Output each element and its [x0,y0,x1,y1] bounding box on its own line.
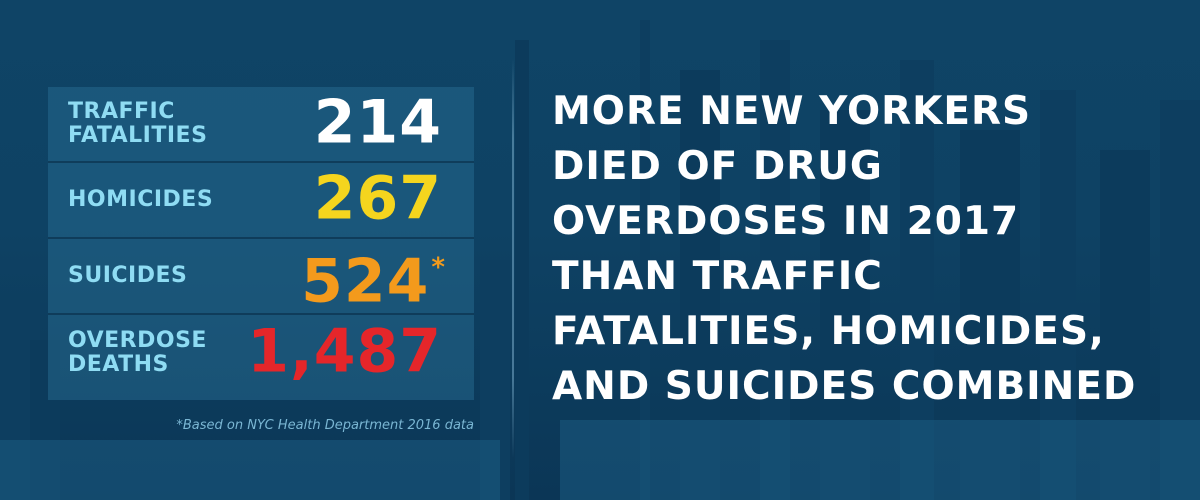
stat-label: OVERDOSE DEATHS [68,328,207,377]
stats-table: TRAFFIC FATALITIES 214 HOMICIDES 267 SUI… [48,87,474,400]
stat-value: 214 [314,91,442,155]
source-footnote: *Based on NYC Health Department 2016 dat… [176,418,474,433]
stat-value: 524* [301,235,446,313]
stat-label: HOMICIDES [68,187,214,212]
headline: MORE NEW YORKERS DIED OF DRUG OVERDOSES … [552,89,1137,409]
stat-number: 267 [313,163,442,234]
stat-label: SUICIDES [68,263,188,288]
vertical-divider [512,58,514,458]
stat-value: 267 [314,167,442,231]
stat-label: TRAFFIC FATALITIES [68,99,208,148]
stat-row-homicides: HOMICIDES 267 [48,163,474,239]
stat-value: 1,487 [247,320,442,384]
stat-number: 524 [301,246,430,317]
stat-row-traffic-fatalities: TRAFFIC FATALITIES 214 [48,87,474,163]
stat-number: 214 [313,87,442,158]
stat-row-overdose-deaths: OVERDOSE DEATHS 1,487 [48,315,474,391]
stat-number: 1,487 [247,316,442,387]
stat-row-suicides: SUICIDES 524* [48,239,474,315]
footnote-asterisk: * [431,252,446,283]
